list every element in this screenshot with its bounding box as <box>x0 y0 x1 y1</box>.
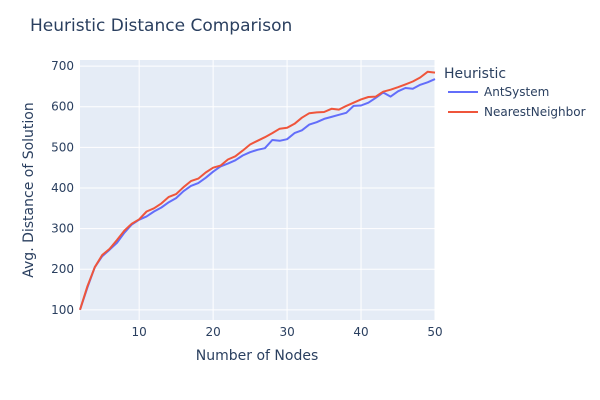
y-tick-label: 200 <box>51 262 74 276</box>
legend-item-nearestneighbor[interactable]: NearestNeighbor <box>448 105 586 119</box>
x-tick-label: 40 <box>353 325 368 339</box>
y-tick-label: 600 <box>51 100 74 114</box>
y-tick-label: 400 <box>51 181 74 195</box>
series-layer <box>79 70 436 311</box>
y-axis-title: Avg. Distance of Solution <box>21 102 37 277</box>
legend-label: NearestNeighbor <box>484 105 586 119</box>
x-tick-label: 10 <box>132 325 147 339</box>
y-tick-label: 300 <box>51 222 74 236</box>
plot-area <box>80 60 435 320</box>
y-tick-label: 700 <box>51 59 74 73</box>
legend: Heuristic AntSystem NearestNeighbor <box>444 66 586 119</box>
series-line-nearestneighbor <box>79 70 436 311</box>
legend-item-antsystem[interactable]: AntSystem <box>448 85 549 99</box>
x-axis-title: Number of Nodes <box>196 348 318 364</box>
legend-label: AntSystem <box>484 85 549 99</box>
x-tick-label: 30 <box>279 325 294 339</box>
grid <box>80 60 436 320</box>
x-tick-label: 50 <box>427 325 442 339</box>
y-tick-label: 100 <box>51 303 74 317</box>
legend-items: AntSystem NearestNeighbor <box>448 85 586 119</box>
tick-labels: 100 200 300 400 500 600 700 10 20 30 40 50 <box>51 59 443 339</box>
legend-title: Heuristic <box>444 66 506 82</box>
y-tick-label: 500 <box>51 140 74 154</box>
chart-title: Heuristic Distance Comparison <box>30 16 292 36</box>
x-tick-label: 20 <box>205 325 220 339</box>
